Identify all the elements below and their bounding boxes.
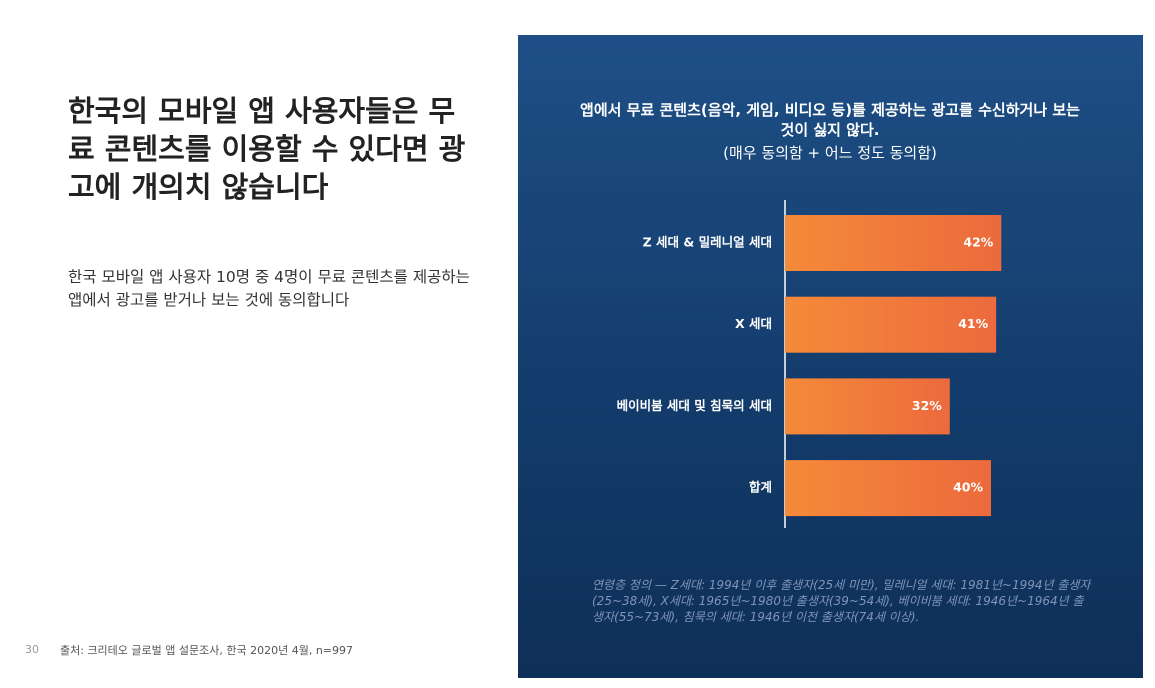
value-label: 42%: [963, 235, 993, 250]
chart-title: 앱에서 무료 콘텐츠(음악, 게임, 비디오 등)를 제공하는 광고를 수신하거…: [580, 101, 1080, 139]
category-label: 합계: [749, 480, 772, 495]
category-label: Z 세대 & 밀레니얼 세대: [643, 235, 772, 250]
headline: 한국의 모바일 앱 사용자들은 무료 콘텐츠를 이용할 수 있다면 광고에 개의…: [68, 94, 466, 204]
chart-subtitle: (매우 동의함 + 어느 정도 동의함): [723, 144, 937, 162]
category-label: 베이비붐 세대 및 침묵의 세대: [617, 398, 772, 413]
chart-panel: [518, 35, 1143, 678]
page-number: 30: [25, 643, 39, 656]
chart-note: 연령층 정의 — Z세대: 1994년 이후 출생자(25세 미만), 밀레니얼…: [592, 578, 1091, 624]
body-text: 한국 모바일 앱 사용자 10명 중 4명이 무료 콘텐츠를 제공하는 앱에서 …: [68, 268, 470, 309]
value-label: 40%: [953, 480, 983, 495]
bar: [785, 460, 991, 517]
bar: [785, 215, 1002, 271]
bar: [785, 296, 997, 353]
value-label: 32%: [912, 398, 942, 413]
value-label: 41%: [958, 316, 988, 331]
bar: [785, 378, 950, 435]
category-label: X 세대: [735, 316, 772, 331]
source: 출처: 크리테오 글로벌 앱 설문조사, 한국 2020년 4월, n=997: [60, 644, 354, 657]
